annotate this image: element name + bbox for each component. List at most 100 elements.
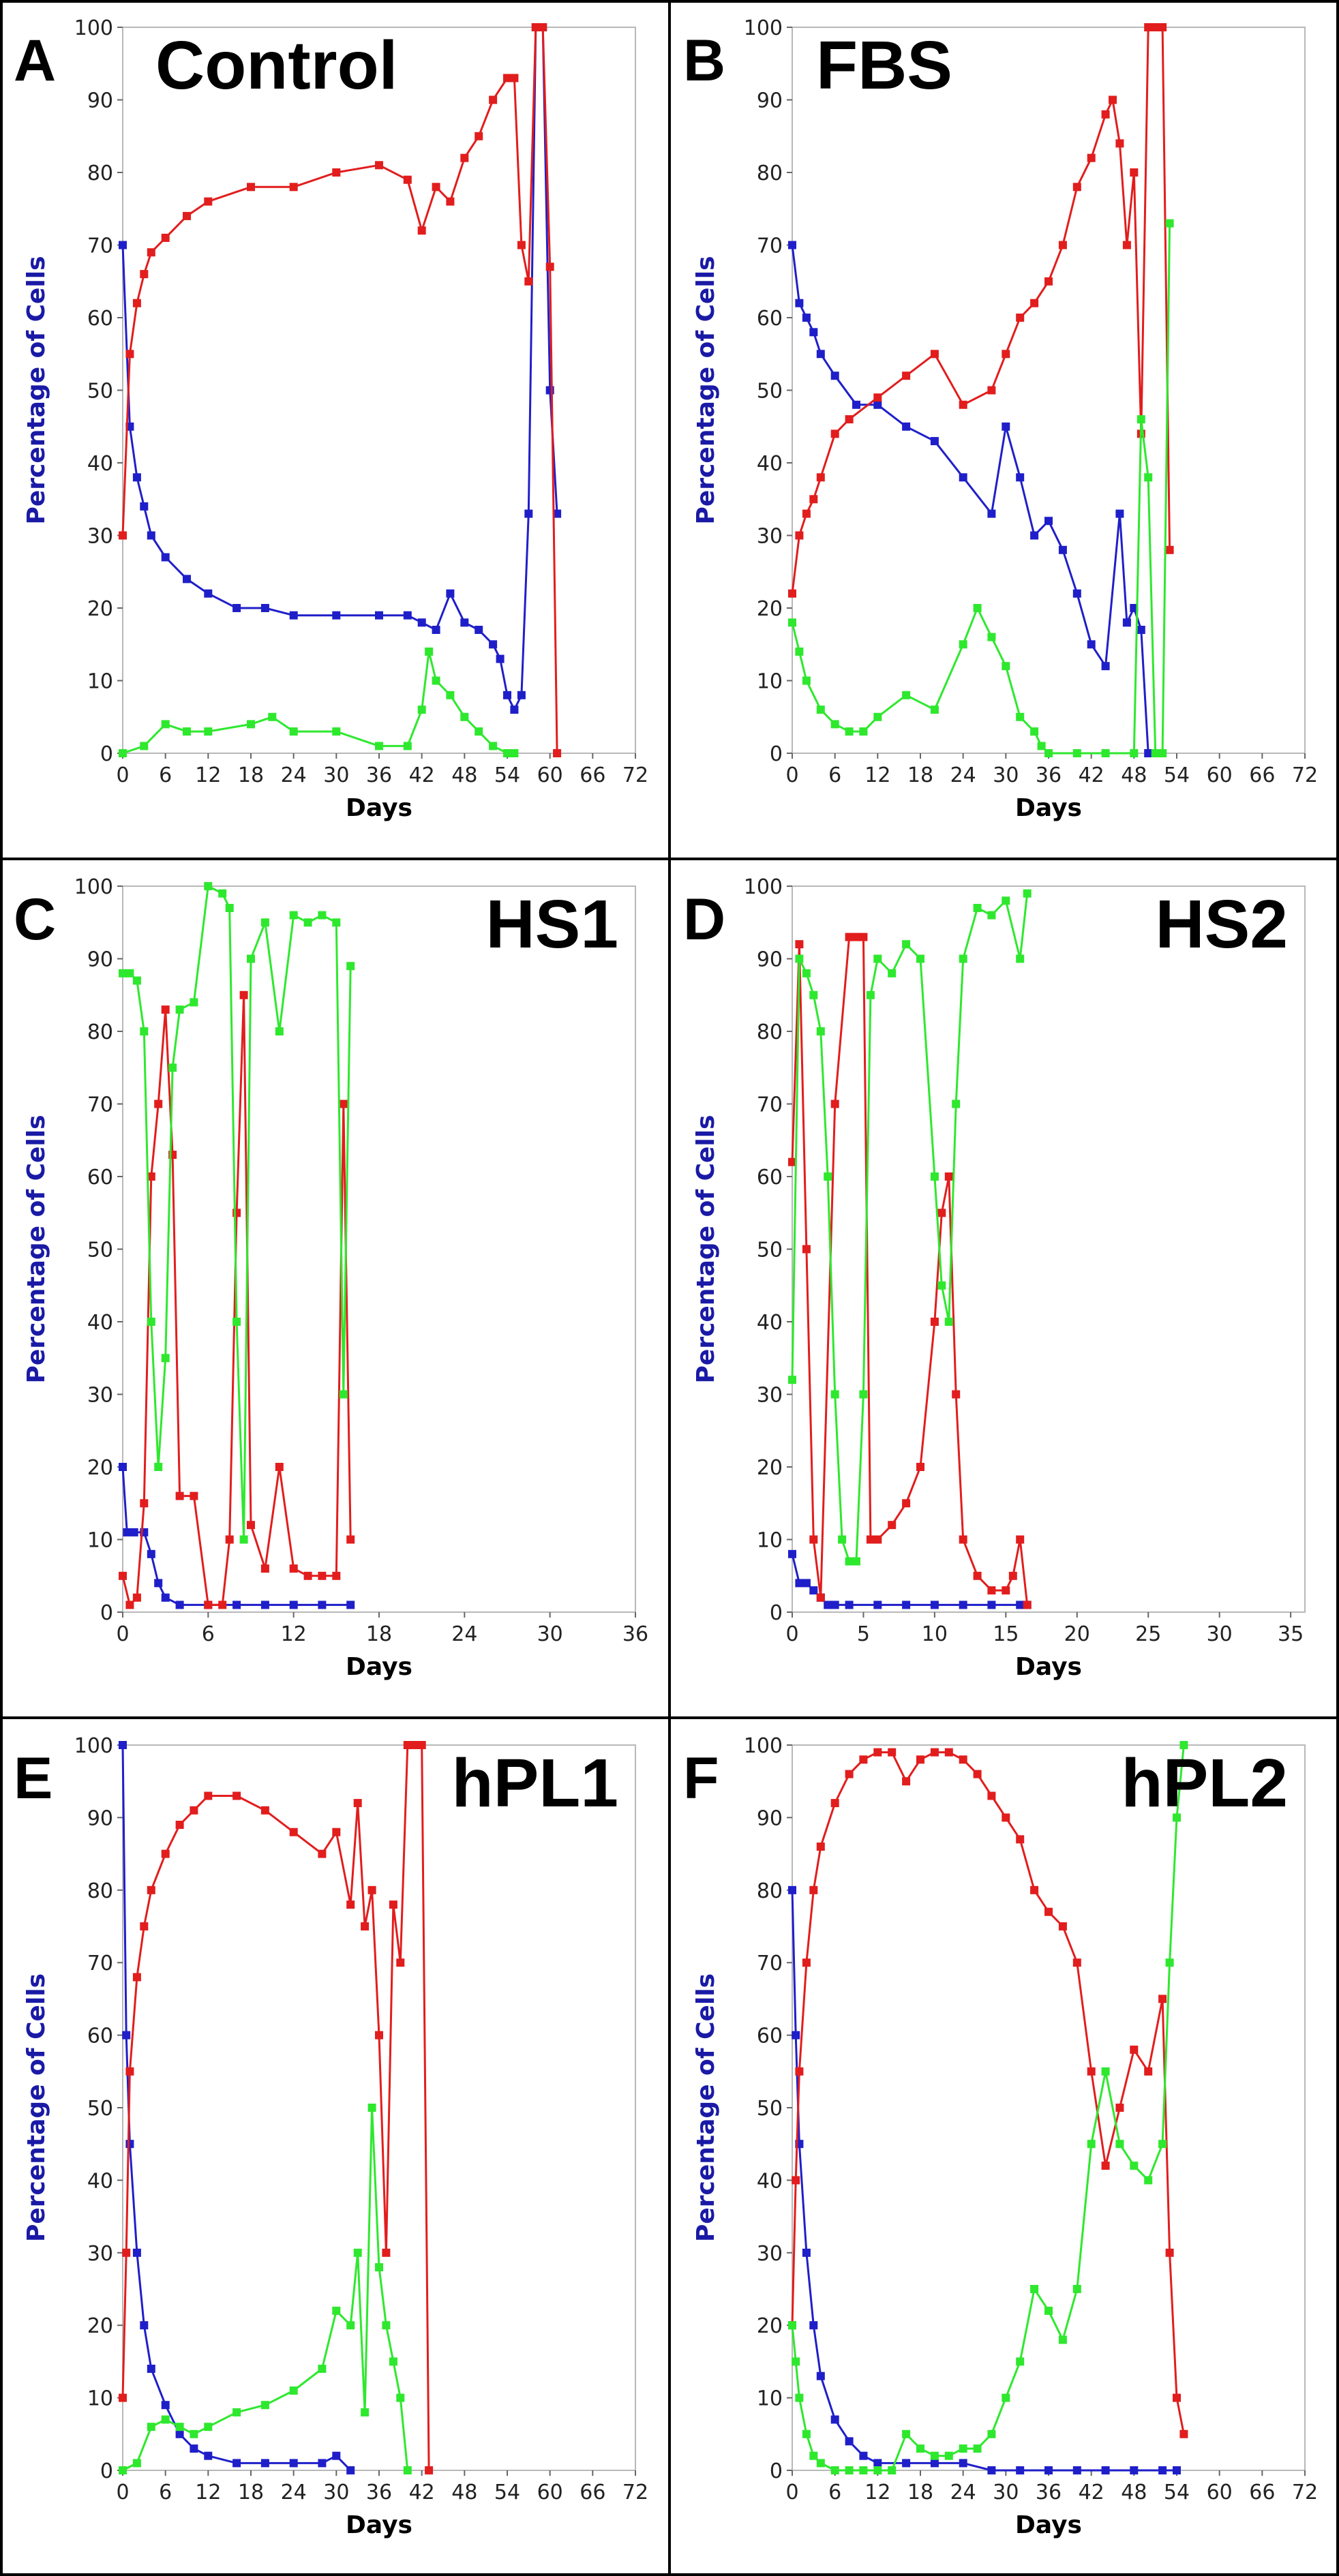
data-point	[510, 706, 519, 714]
data-point	[132, 2248, 141, 2257]
data-point	[318, 2459, 327, 2468]
data-point	[1016, 1835, 1025, 1844]
x-axis-title: Days	[1015, 794, 1082, 822]
data-point	[916, 2444, 924, 2453]
y-tick-label: 80	[87, 162, 113, 185]
x-tick-label: 42	[1079, 2481, 1104, 2504]
y-tick-label: 70	[87, 1952, 113, 1975]
data-point	[959, 2444, 967, 2453]
data-point	[375, 611, 383, 620]
data-point	[361, 1922, 370, 1930]
x-tick-label: 30	[1207, 1622, 1233, 1646]
data-point	[845, 933, 854, 941]
data-point	[218, 889, 227, 898]
data-point	[1137, 415, 1145, 424]
data-point	[845, 415, 854, 424]
data-point	[987, 1791, 996, 1800]
data-point	[375, 2031, 383, 2040]
data-point	[147, 1885, 155, 1894]
data-point	[375, 2263, 383, 2272]
data-point	[183, 211, 191, 220]
y-tick-label: 40	[757, 452, 783, 476]
data-point	[1122, 618, 1131, 627]
data-point	[902, 1499, 911, 1508]
data-point	[161, 2401, 170, 2410]
data-point	[830, 1390, 839, 1399]
data-point	[809, 495, 818, 504]
data-point	[382, 2248, 391, 2257]
data-point	[122, 2248, 131, 2257]
data-point	[303, 1571, 312, 1580]
data-point	[318, 2365, 327, 2373]
data-point	[232, 1318, 241, 1326]
y-tick-label: 80	[87, 1879, 113, 1903]
data-point	[1044, 277, 1053, 286]
series-line	[791, 893, 1029, 1562]
x-tick-label: 36	[1036, 2481, 1062, 2504]
data-point	[132, 1973, 141, 1982]
data-point	[247, 183, 255, 192]
x-tick-label: 0	[785, 2481, 798, 2504]
data-point	[346, 962, 355, 971]
data-point	[795, 531, 804, 540]
data-point	[154, 1463, 163, 1471]
data-point	[859, 727, 868, 736]
data-point	[260, 2401, 269, 2410]
data-point	[318, 1849, 327, 1858]
data-point	[816, 2459, 825, 2468]
x-tick-label: 24	[281, 763, 307, 787]
plot-frame	[792, 1744, 1306, 2471]
data-point	[1122, 241, 1131, 249]
data-point	[1016, 1601, 1025, 1609]
data-point	[959, 1535, 967, 1544]
data-point	[1002, 1586, 1010, 1595]
data-point	[232, 2459, 241, 2468]
x-tick-label: 60	[537, 2481, 563, 2504]
x-tick-label: 0	[116, 2481, 129, 2504]
data-point	[1101, 749, 1110, 757]
data-point	[1101, 2162, 1110, 2170]
y-tick-label: 70	[757, 234, 783, 258]
x-tick-label: 60	[537, 763, 563, 787]
data-point	[339, 1100, 348, 1108]
x-tick-label: 6	[159, 763, 172, 787]
x-axis-title: Days	[1015, 2511, 1082, 2539]
data-point	[788, 589, 796, 598]
x-tick-label: 48	[1121, 2481, 1147, 2504]
panel-A: 0 10 20 30 40 50 60 70 80 90 100 0 6 12 18 24 30 36 42 48 54…	[14, 16, 648, 822]
data-point	[987, 2466, 996, 2474]
y-tick-label: 90	[757, 948, 783, 972]
data-point	[1016, 473, 1025, 482]
data-point	[446, 197, 455, 206]
data-point	[959, 1601, 967, 1609]
data-point	[140, 2321, 149, 2330]
data-point	[866, 1535, 875, 1544]
x-tick-label: 5	[857, 1622, 870, 1646]
data-point	[503, 691, 511, 699]
panel-name: hPL2	[1122, 1745, 1288, 1821]
x-tick-label: 30	[323, 2481, 349, 2504]
series-line	[791, 26, 1171, 594]
y-tick-label: 90	[757, 89, 783, 113]
data-point	[353, 1799, 362, 1808]
y-tick-label: 60	[757, 1166, 783, 1189]
data-point	[503, 74, 511, 82]
y-tick-label: 50	[757, 1239, 783, 1262]
data-point	[517, 691, 526, 699]
data-point	[809, 1586, 818, 1595]
data-point	[303, 918, 312, 927]
data-point	[1137, 626, 1145, 634]
data-point	[446, 691, 455, 699]
data-point	[987, 386, 996, 395]
data-point	[1087, 2140, 1096, 2149]
data-point	[944, 2451, 953, 2460]
data-point	[161, 233, 170, 242]
data-point	[902, 691, 911, 699]
series-green	[119, 2104, 412, 2474]
data-point	[1144, 23, 1153, 31]
data-point	[802, 1245, 811, 1254]
y-tick-label: 100	[74, 16, 113, 40]
series-red	[788, 933, 1032, 1609]
y-axis-title: Percentage of Cells	[692, 1973, 720, 2242]
